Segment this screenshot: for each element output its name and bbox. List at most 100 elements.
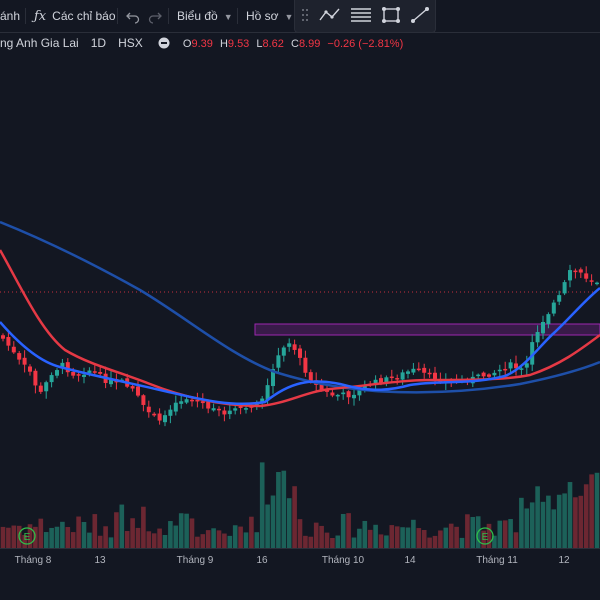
candle-body [389,376,394,379]
candle-body [260,398,265,404]
volume-bar [351,537,357,548]
profile-dropdown[interactable]: Hồ sơ ▼ [246,0,293,32]
volume-bar [346,513,351,548]
volume-bar [54,526,60,548]
volume-bar [508,519,513,548]
volume-bar [313,522,319,548]
earnings-marker-aug[interactable]: E [18,527,36,545]
volume-bar [211,528,216,548]
high-value: 9.53 [227,38,250,50]
line-tool-icon[interactable] [410,6,430,24]
toolbar-separator [168,8,169,24]
candle-body [481,372,486,377]
volume-bar [319,525,324,548]
candle-body [1,335,5,339]
supply-zone-rectangle[interactable] [254,323,600,336]
volume-bar [308,536,314,548]
volume-bar [529,502,535,548]
ma-red-line [0,249,600,408]
candle-body [168,409,173,416]
volume-bar [411,519,416,548]
volume-bar [567,482,573,548]
time-tick: Tháng 10 [321,555,365,566]
candle-body [298,348,302,358]
time-tick: Tháng 11 [476,555,518,566]
trend-line-tool-icon[interactable] [319,6,341,24]
volume-bar [519,497,524,548]
market-status-icon [158,37,170,49]
candle-body [476,374,481,377]
candle-body [568,270,572,281]
candle-body [595,282,599,285]
open-label: O [182,38,192,50]
volume-bar [357,528,362,548]
rectangle-tool-icon[interactable] [381,6,401,24]
volume-bar [27,524,33,548]
candle-body [173,402,178,412]
volume-bar [281,470,287,548]
volume-bar [540,501,546,548]
volume-bar [362,520,368,548]
volume-bar [427,537,432,548]
candle-body [60,362,65,369]
volume-bar [259,462,265,548]
symbol-interval[interactable]: 1D [90,36,107,50]
volume-bar [589,474,594,548]
volume-bar [405,527,411,548]
candles [1,264,599,427]
volume-bar [205,530,211,548]
volume-bar [222,533,227,548]
volume-bar [394,526,400,548]
candle-body [206,401,211,409]
candle-body [524,363,529,368]
candle-body [265,385,270,401]
earnings-marker-nov[interactable]: E [476,527,494,545]
volume-bar [243,532,249,548]
volume-bar [81,521,87,548]
symbol-name[interactable]: ng Anh Gia Lai [0,36,79,50]
volume-bar [481,530,486,548]
undo-button[interactable] [126,0,140,32]
candle-body [17,353,22,360]
volume-bar [573,497,578,548]
volume-bar [108,537,114,548]
time-axis[interactable]: Tháng 8 13 Tháng 9 16 Tháng 10 14 Tháng … [0,548,600,571]
indicators-button[interactable]: ƒx Các chỉ báo [34,0,116,32]
toolbar-item-fragment[interactable]: ánh [0,9,21,23]
volume-bar [151,533,157,548]
volume-bar [232,525,238,548]
volume-bar [443,527,449,548]
candle-body [22,357,27,365]
volume-bar [546,495,551,548]
volume-bar [497,520,503,548]
redo-button[interactable] [148,0,162,32]
volume-bar [303,535,308,548]
candle-body [152,413,157,416]
candle-body [200,401,205,404]
volume-bar [141,506,146,548]
candle-body [346,391,351,398]
volume-bar [486,523,492,548]
fib-retracement-tool-icon[interactable] [350,6,372,24]
price-chart[interactable]: E E [0,0,600,548]
volume-bar [227,535,233,548]
candle-body [49,375,54,383]
close-label: C [290,38,299,50]
drag-handle-icon[interactable] [301,6,309,24]
toolbar-separator [25,8,26,24]
chart-type-dropdown[interactable]: Biểu đồ ▼ [177,0,233,32]
candle-body [82,374,86,377]
volume-bar [103,526,108,548]
candle-body [578,269,583,273]
volume-bar [389,525,395,548]
candle-body [6,337,11,346]
candle-body [551,302,556,314]
candle-body [87,370,92,373]
volume-bar [254,532,260,548]
candle-body [427,372,432,375]
volume-bar [286,498,292,548]
candle-body [416,368,421,371]
volume-bar [465,514,470,548]
volume-bar [454,526,459,548]
candle-body [497,369,502,372]
